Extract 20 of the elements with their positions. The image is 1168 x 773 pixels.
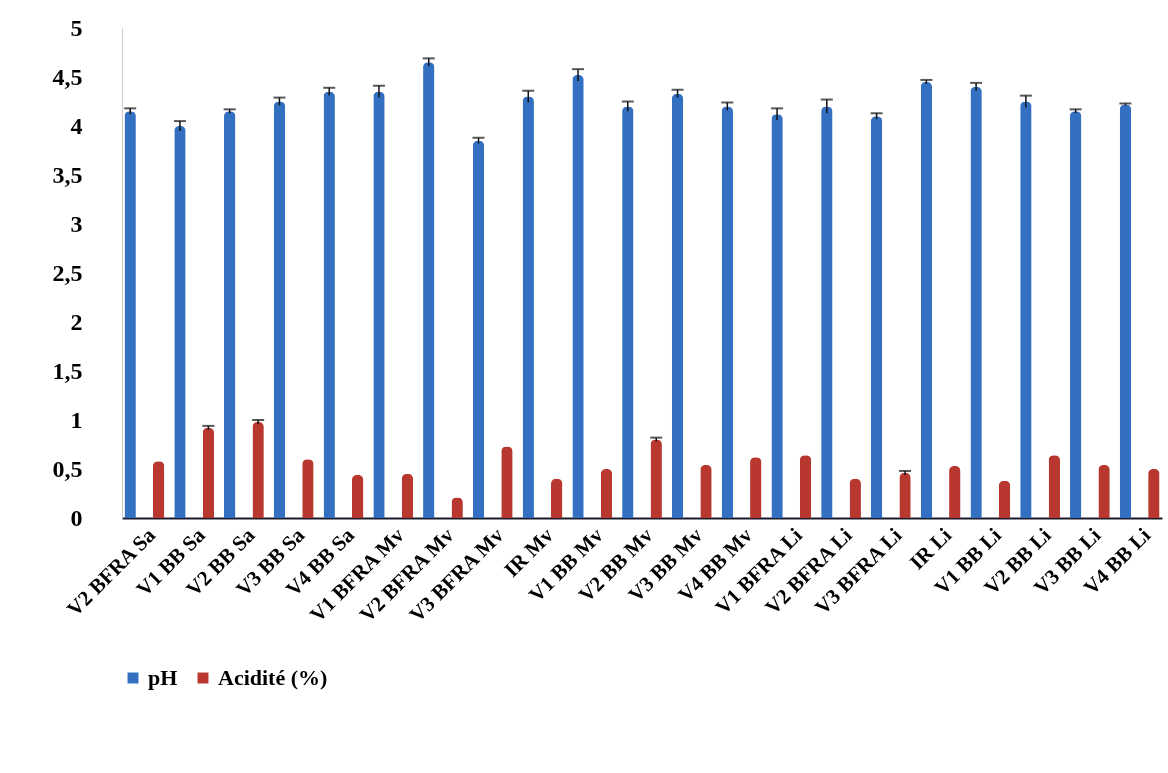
bar — [401, 473, 414, 518]
bar — [152, 461, 165, 518]
y-tick-label: 0 — [70, 504, 83, 531]
y-tick-label: 0,5 — [52, 455, 83, 482]
bar — [799, 455, 812, 518]
y-tick-label: 4 — [70, 112, 83, 139]
y-tick-label: 4,5 — [52, 63, 83, 90]
y-tick-label: 5 — [70, 14, 83, 41]
y-tick-label: 1,5 — [52, 357, 83, 384]
legend-label: pH — [148, 665, 178, 690]
bar — [351, 474, 364, 518]
y-tick-label: 2,5 — [52, 259, 83, 286]
bar — [1119, 104, 1132, 518]
bar — [600, 469, 613, 518]
y-tick-label: 1 — [70, 406, 83, 433]
bar — [998, 480, 1011, 518]
y-tick-label: 3,5 — [52, 161, 83, 188]
y-tick-label: 3 — [70, 210, 83, 237]
legend-label: Acidité (%) — [218, 665, 328, 690]
y-tick-label: 2 — [70, 308, 83, 335]
